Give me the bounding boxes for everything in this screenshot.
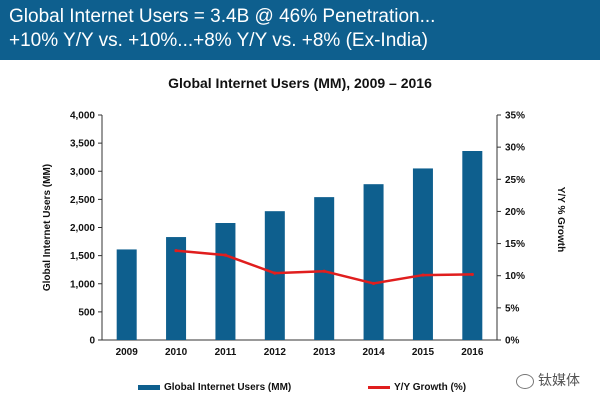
right-tick-label: 15% xyxy=(505,239,525,250)
right-tick-label: 0% xyxy=(505,336,520,347)
growth-point xyxy=(273,271,277,275)
right-tick-label: 5% xyxy=(505,303,520,314)
x-tick-label: 2013 xyxy=(313,347,336,358)
growth-point xyxy=(322,269,326,273)
left-tick-label: 2,000 xyxy=(70,223,95,234)
legend-label-bar: Global Internet Users (MM) xyxy=(164,382,292,393)
right-axis-title: Y/Y % Growth xyxy=(555,187,566,252)
legend-swatch-line xyxy=(368,385,390,389)
x-tick-label: 2014 xyxy=(362,347,385,358)
legend-item-bar: Global Internet Users (MM) xyxy=(138,382,291,393)
x-tick-label: 2011 xyxy=(215,347,237,358)
bar xyxy=(264,211,285,340)
left-tick-label: 4,000 xyxy=(70,111,95,122)
legend-label-line: Y/Y Growth (%) xyxy=(394,382,467,393)
bar xyxy=(215,223,236,340)
left-tick-label: 1,500 xyxy=(70,251,95,262)
wechat-icon xyxy=(516,373,534,389)
header-line-2: +10% Y/Y vs. +10%...+8% Y/Y vs. +8% (Ex-… xyxy=(9,30,428,51)
bar xyxy=(363,184,384,340)
legend-item-line: Y/Y Growth (%) xyxy=(368,382,466,393)
bar xyxy=(116,249,137,340)
growth-point xyxy=(174,249,178,253)
left-tick-label: 0 xyxy=(89,336,95,347)
growth-point xyxy=(421,273,425,277)
bar xyxy=(412,168,433,340)
x-tick-label: 2010 xyxy=(165,347,188,358)
x-tick-label: 2016 xyxy=(461,347,484,358)
bar xyxy=(462,151,483,340)
left-tick-label: 3,500 xyxy=(70,139,95,150)
x-tick-label: 2015 xyxy=(412,347,435,358)
legend-swatch-bar xyxy=(138,384,160,390)
right-tick-label: 30% xyxy=(505,143,525,154)
right-tick-label: 25% xyxy=(505,175,525,186)
header-banner: Global Internet Users = 3.4B @ 46% Penet… xyxy=(0,0,600,60)
left-axis-title: Global Internet Users (MM) xyxy=(42,164,53,291)
left-tick-label: 2,500 xyxy=(70,195,95,206)
growth-point xyxy=(371,281,376,286)
watermark-text: 钛媒体 xyxy=(538,372,580,388)
chart-title: Global Internet Users (MM), 2009 – 2016 xyxy=(168,75,432,91)
bar xyxy=(314,197,335,340)
right-tick-label: 35% xyxy=(505,111,525,122)
header-line-1: Global Internet Users = 3.4B @ 46% Penet… xyxy=(9,6,436,27)
left-tick-label: 3,000 xyxy=(70,167,95,178)
x-tick-label: 2012 xyxy=(264,347,287,358)
right-tick-label: 10% xyxy=(505,271,525,282)
bar xyxy=(166,237,187,340)
left-tick-label: 500 xyxy=(78,307,95,318)
growth-point xyxy=(223,253,228,257)
x-tick-label: 2009 xyxy=(116,347,139,358)
left-tick-label: 1,000 xyxy=(70,279,95,290)
growth-point xyxy=(470,272,474,277)
right-tick-label: 20% xyxy=(505,207,525,218)
watermark: 钛媒体 xyxy=(516,370,580,390)
